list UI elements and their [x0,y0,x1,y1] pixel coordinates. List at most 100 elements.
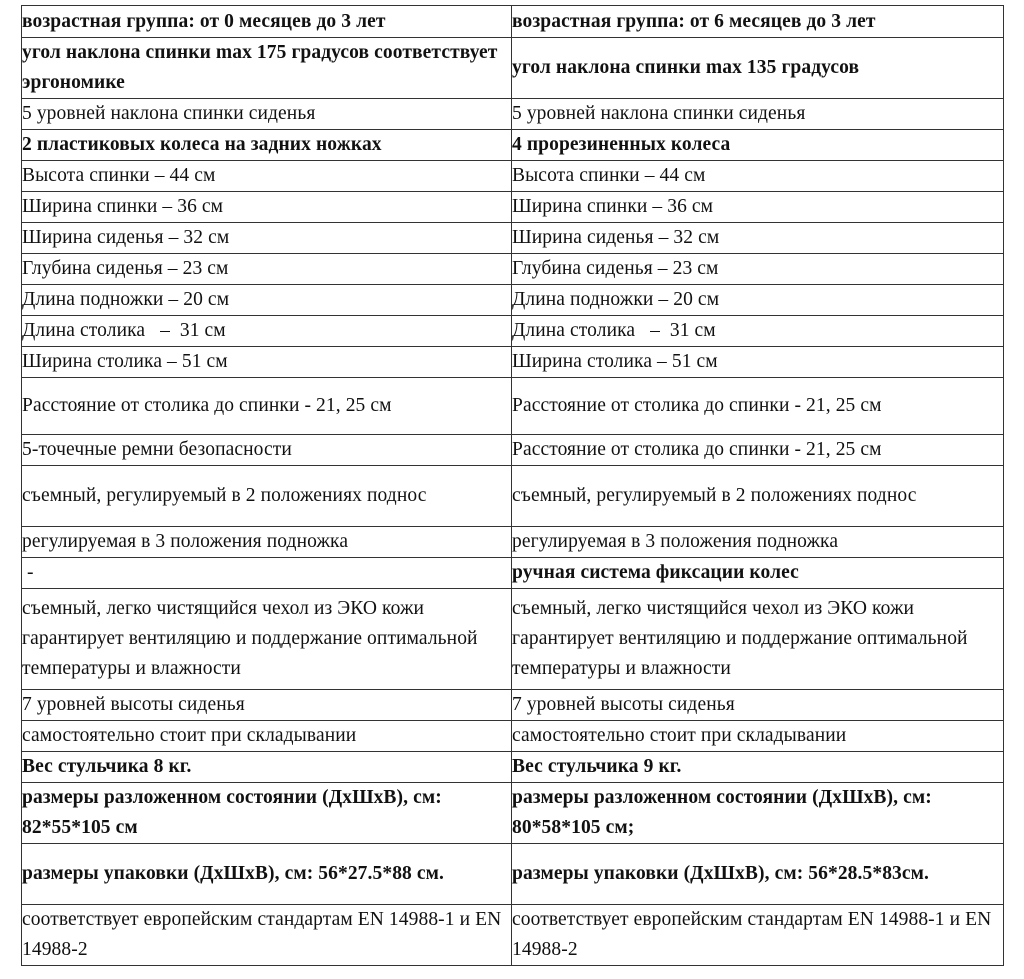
table-cell-right: Высота спинки – 44 см [511,160,1004,192]
table-cell-left: Длина столика – 31 см [21,315,512,347]
table-row: Ширина столика – 51 см Ширина столика – 5… [21,346,1004,378]
table-row: регулируемая в 3 положения подножка регул… [21,526,1004,558]
table-row: соответствует европейским стандартам EN … [21,904,1004,966]
cell-text: Ширина сиденья – 32 см [512,227,720,248]
table-row: 2 пластиковых колеса на задних ножках 4 п… [21,129,1004,161]
cell-text: - [22,562,34,583]
table-row: Вес стульчика 8 кг. Вес стульчика 9 кг. [21,751,1004,783]
cell-text: Расстояние от столика до спинки - 21, 25… [512,395,882,416]
cell-text: 7 уровней высоты сиденья [512,694,735,715]
table-row: съемный, легко чистящийся чехол из ЭКО к… [21,588,1004,690]
cell-text: размеры разложенном состоянии (ДхШхВ), с… [22,787,447,838]
cell-text: Расстояние от столика до спинки - 21, 25… [22,395,392,416]
table-row: - ручная система фиксации колес [21,557,1004,589]
cell-text: Ширина столика – 51 см [22,351,228,372]
table-cell-right: соответствует европейским стандартам EN … [511,904,1004,966]
spec-comparison-table: возрастная группа: от 0 месяцев до 3 лет… [21,5,1004,966]
cell-text: Ширина спинки – 36 см [512,196,714,217]
table-cell-left: - [21,557,512,589]
table-cell-left: Вес стульчика 8 кг. [21,751,512,783]
cell-text: Длина столика – 31 см [512,320,716,341]
table-row: размеры упаковки (ДхШхВ), см: 56*27.5*88… [21,843,1004,905]
cell-text: размеры разложенном состоянии (ДхШхВ), с… [512,787,937,838]
table-cell-right: размеры упаковки (ДхШхВ), см: 56*28.5*83… [511,843,1004,905]
cell-text: возрастная группа: от 6 месяцев до 3 лет [512,10,876,32]
cell-text: Ширина спинки – 36 см [22,196,224,217]
table-row: возрастная группа: от 0 месяцев до 3 лет… [21,5,1004,38]
table-cell-right: возрастная группа: от 6 месяцев до 3 лет [511,5,1004,38]
table-cell-left: размеры разложенном состоянии (ДхШхВ), с… [21,782,512,844]
table-row: угол наклона спинки max 175 градусов соо… [21,37,1004,99]
cell-text: Глубина сиденья – 23 см [512,258,719,279]
table-row: 7 уровней высоты сиденья 7 уровней высоты… [21,689,1004,721]
spec-table-body: возрастная группа: от 0 месяцев до 3 лет… [21,5,1004,966]
cell-text: регулируемая в 3 положения подножка [512,531,839,552]
table-cell-right: Вес стульчика 9 кг. [511,751,1004,783]
cell-text: самостоятельно стоит при складывании [22,725,357,746]
cell-text: Высота спинки – 44 см [512,165,706,186]
cell-text: Длина подножки – 20 см [512,289,720,310]
table-cell-left: Высота спинки – 44 см [21,160,512,192]
table-cell-left: размеры упаковки (ДхШхВ), см: 56*27.5*88… [21,843,512,905]
cell-text: соответствует европейским стандартам EN … [22,909,507,960]
cell-text: Высота спинки – 44 см [22,165,216,186]
table-row: Ширина спинки – 36 см Ширина спинки – 36 … [21,191,1004,223]
table-cell-right: 7 уровней высоты сиденья [511,689,1004,721]
table-row: Расстояние от столика до спинки - 21, 25… [21,377,1004,435]
cell-text: 4 прорезиненных колеса [512,134,731,155]
table-cell-left: Расстояние от столика до спинки - 21, 25… [21,377,512,435]
table-cell-left: 5 уровней наклона спинки сиденья [21,98,512,130]
cell-text: Ширина сиденья – 32 см [22,227,230,248]
cell-text: съемный, легко чистящийся чехол из ЭКО к… [512,598,973,679]
table-cell-right: 4 прорезиненных колеса [511,129,1004,161]
cell-text: 7 уровней высоты сиденья [22,694,245,715]
cell-text: угол наклона спинки max 135 градусов [512,57,860,78]
table-cell-left: Ширина сиденья – 32 см [21,222,512,254]
table-row: самостоятельно стоит при складывании само… [21,720,1004,752]
cell-text: соответствует европейским стандартам EN … [512,909,997,960]
table-cell-right: Расстояние от столика до спинки - 21, 25… [511,434,1004,466]
cell-text: Расстояние от столика до спинки - 21, 25… [512,439,882,460]
table-cell-right: угол наклона спинки max 135 градусов [511,37,1004,99]
table-row: 5 уровней наклона спинки сиденья 5 уровне… [21,98,1004,130]
cell-text: регулируемая в 3 положения подножка [22,531,349,552]
cell-text: Вес стульчика 9 кг. [512,756,682,777]
cell-text: Глубина сиденья – 23 см [22,258,229,279]
table-cell-right: самостоятельно стоит при складывании [511,720,1004,752]
table-cell-left: самостоятельно стоит при складывании [21,720,512,752]
table-cell-left: регулируемая в 3 положения подножка [21,526,512,558]
table-cell-left: 5-точечные ремни безопасности [21,434,512,466]
table-cell-left: возрастная группа: от 0 месяцев до 3 лет [21,5,512,38]
table-row: 5-точечные ремни безопасности Расстояние … [21,434,1004,466]
table-cell-right: Ширина столика – 51 см [511,346,1004,378]
table-cell-right: Длина подножки – 20 см [511,284,1004,316]
table-cell-right: Глубина сиденья – 23 см [511,253,1004,285]
table-row: Высота спинки – 44 см Высота спинки – 44 … [21,160,1004,192]
table-cell-right: съемный, регулируемый в 2 положениях под… [511,465,1004,527]
table-cell-right: Ширина сиденья – 32 см [511,222,1004,254]
table-row: Длина столика – 31 см Длина столика – 31 … [21,315,1004,347]
table-cell-right: размеры разложенном состоянии (ДхШхВ), с… [511,782,1004,844]
cell-text: Вес стульчика 8 кг. [22,756,192,777]
table-cell-left: угол наклона спинки max 175 градусов соо… [21,37,512,99]
table-row: Глубина сиденья – 23 см Глубина сиденья –… [21,253,1004,285]
cell-text: Ширина столика – 51 см [512,351,718,372]
table-cell-right: съемный, легко чистящийся чехол из ЭКО к… [511,588,1004,690]
table-cell-left: съемный, регулируемый в 2 положениях под… [21,465,512,527]
cell-text: размеры упаковки (ДхШхВ), см: 56*27.5*88… [22,863,444,884]
cell-text: возрастная группа: от 0 месяцев до 3 лет [22,10,386,32]
cell-text: 5 уровней наклона спинки сиденья [512,103,806,124]
cell-text: угол наклона спинки max 175 градусов соо… [22,42,503,93]
cell-text: 5 уровней наклона спинки сиденья [22,103,316,124]
table-row: Ширина сиденья – 32 см Ширина сиденья – 3… [21,222,1004,254]
table-row: Длина подножки – 20 см Длина подножки – 2… [21,284,1004,316]
table-cell-left: 2 пластиковых колеса на задних ножках [21,129,512,161]
cell-text: съемный, регулируемый в 2 положениях под… [22,485,427,506]
table-cell-left: съемный, легко чистящийся чехол из ЭКО к… [21,588,512,690]
cell-text: 5-точечные ремни безопасности [22,439,292,460]
table-row: размеры разложенном состоянии (ДхШхВ), с… [21,782,1004,844]
cell-text: Длина столика – 31 см [22,320,226,341]
table-cell-right: ручная система фиксации колес [511,557,1004,589]
table-cell-left: 7 уровней высоты сиденья [21,689,512,721]
table-cell-right: Расстояние от столика до спинки - 21, 25… [511,377,1004,435]
